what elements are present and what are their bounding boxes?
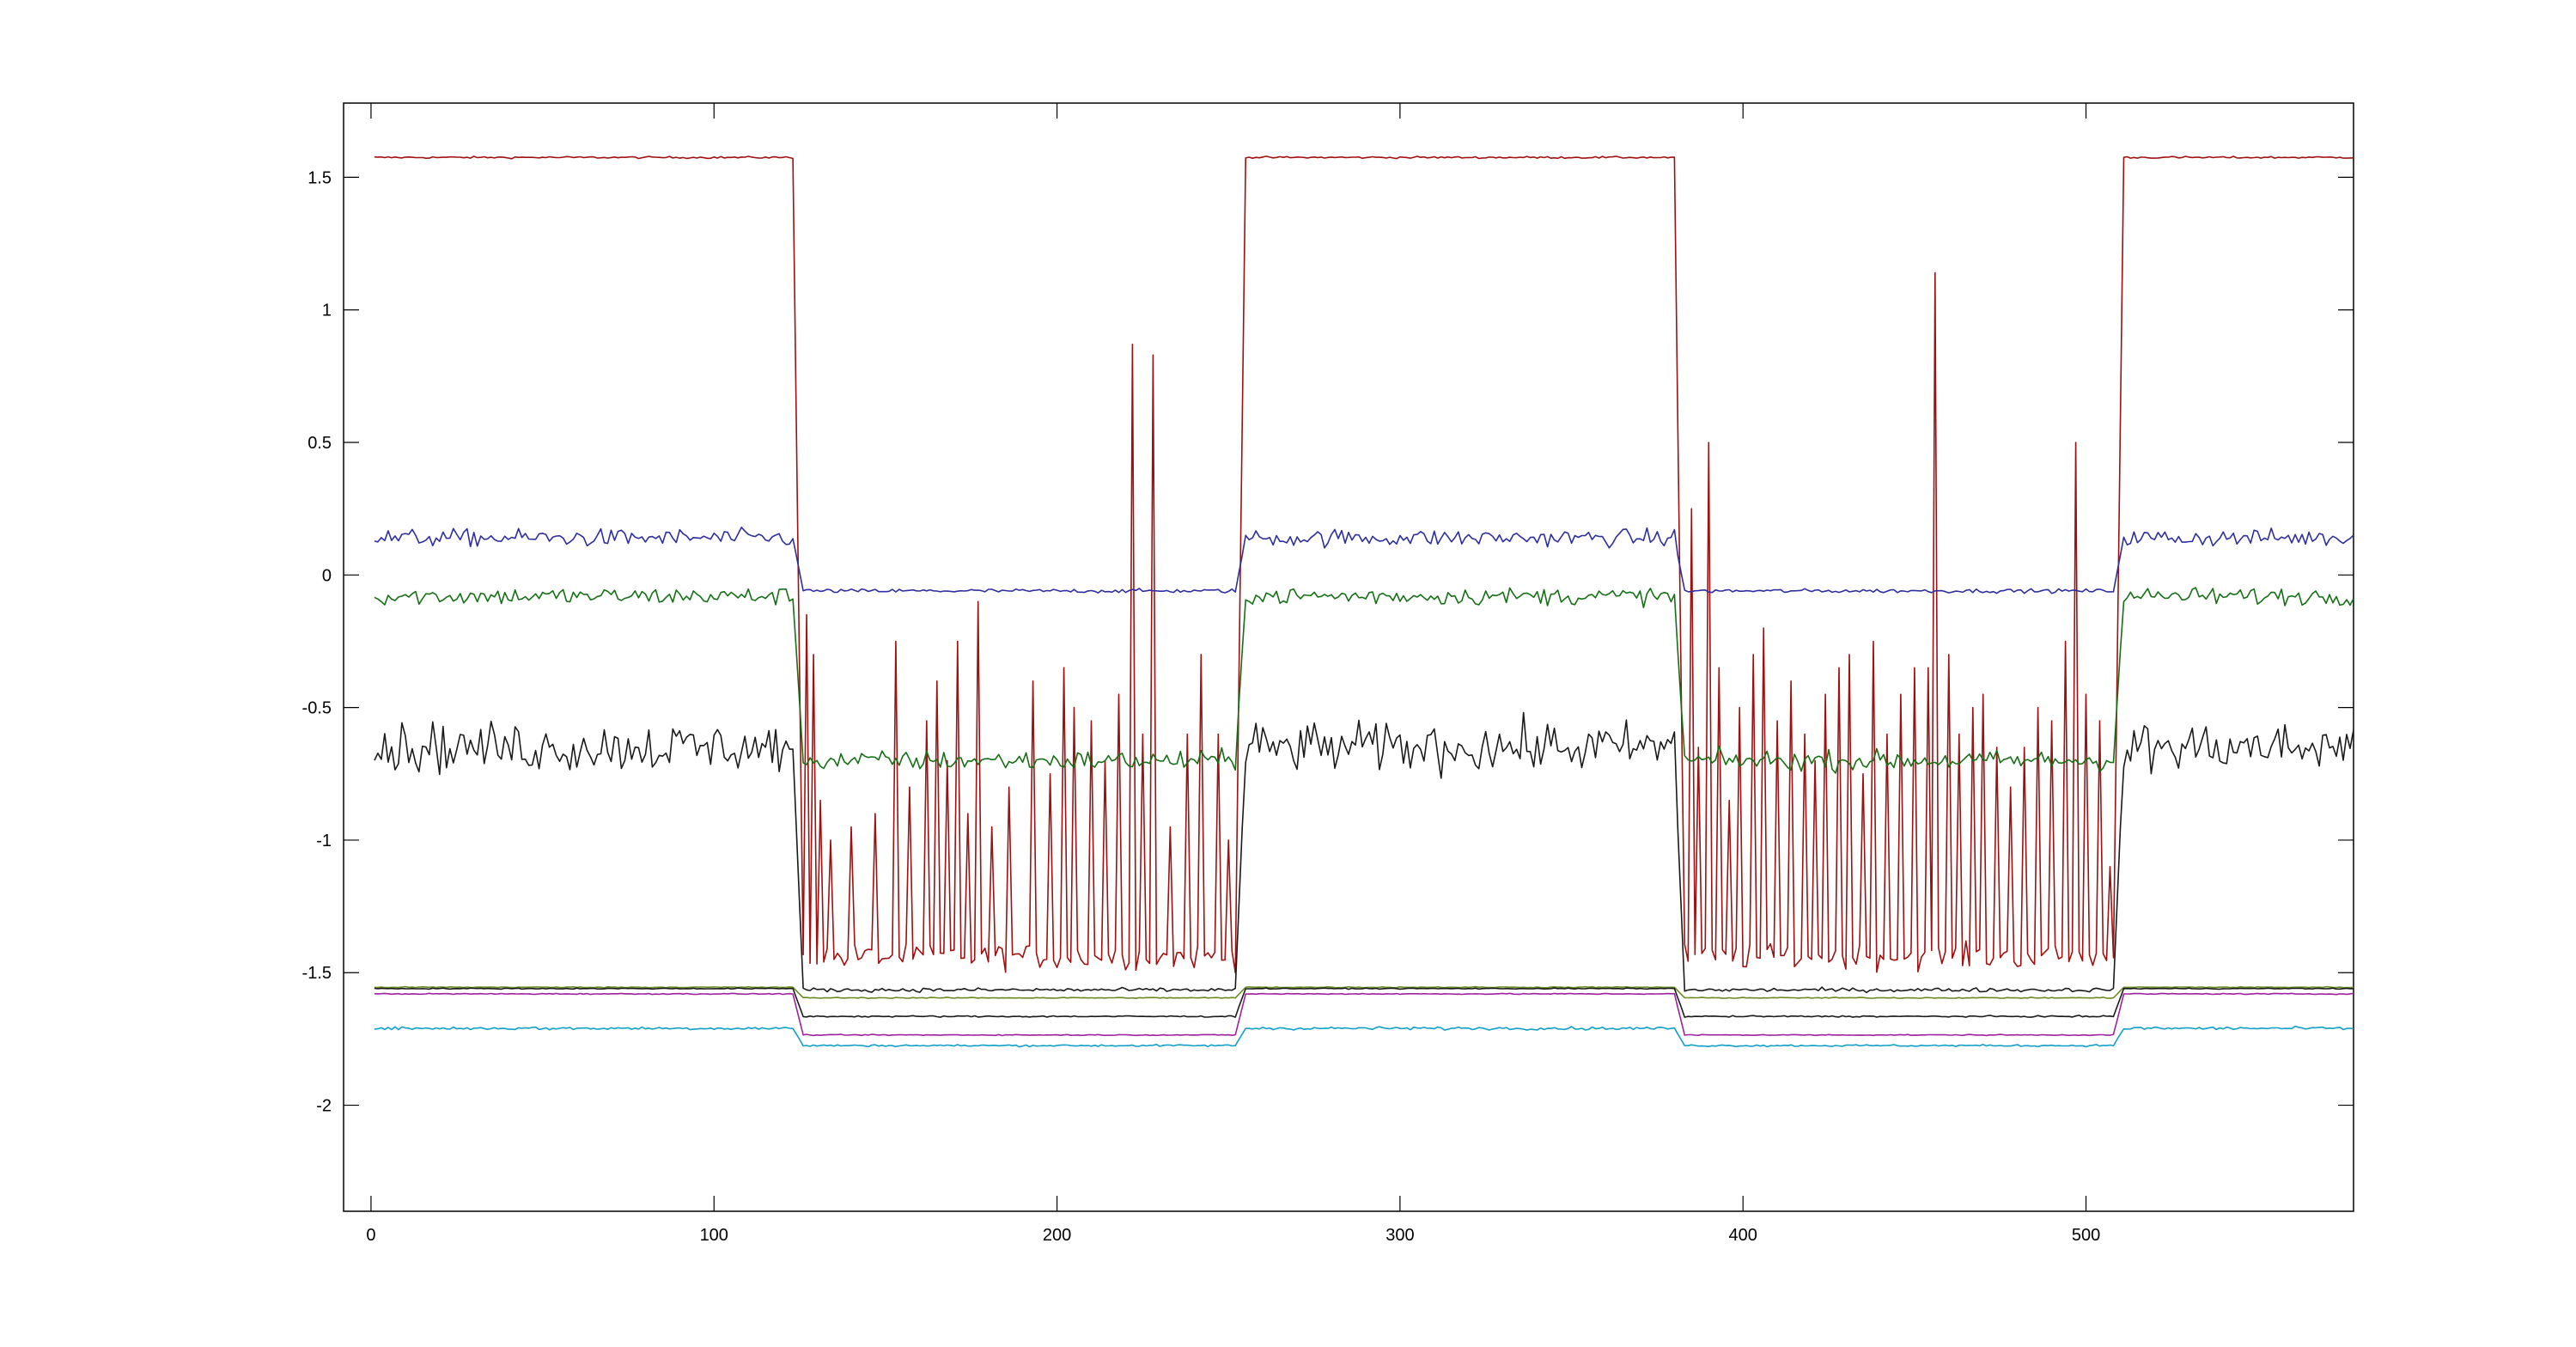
y-tick-label: 1 <box>322 302 332 320</box>
x-tick-label: 0 <box>366 1226 375 1245</box>
series-line-8 <box>374 1025 2354 1048</box>
y-tick-label: -1 <box>316 832 332 850</box>
y-tick-label: 0.5 <box>308 434 332 453</box>
y-tick-label: -0.5 <box>302 699 332 718</box>
series-line-5 <box>374 985 2354 1000</box>
x-tick-label: 200 <box>1043 1226 1071 1245</box>
y-tick-label: 1.5 <box>308 168 332 187</box>
series-layer <box>374 155 2354 1048</box>
x-tick-label: 400 <box>1729 1226 1757 1245</box>
y-tick-label: -2 <box>316 1097 332 1116</box>
plot-area <box>343 102 2354 1212</box>
x-tick-label: 300 <box>1385 1226 1414 1245</box>
series-line-6 <box>374 987 2354 1018</box>
series-line-2 <box>374 526 2354 594</box>
series-line-4 <box>374 711 2354 994</box>
series-line-1 <box>374 155 2354 974</box>
x-tick-label: 500 <box>2072 1226 2100 1245</box>
y-tick-label: 0 <box>322 566 332 585</box>
y-tick-label: -1.5 <box>302 964 332 983</box>
series-line-7 <box>374 992 2354 1037</box>
series-line-3 <box>374 587 2354 774</box>
x-tick-label: 100 <box>700 1226 728 1245</box>
tick-layer: 0 100 200 300 400 500 1.5 1 0.5 0 -0.5 -1 -1.5 -2 <box>302 103 2354 1245</box>
